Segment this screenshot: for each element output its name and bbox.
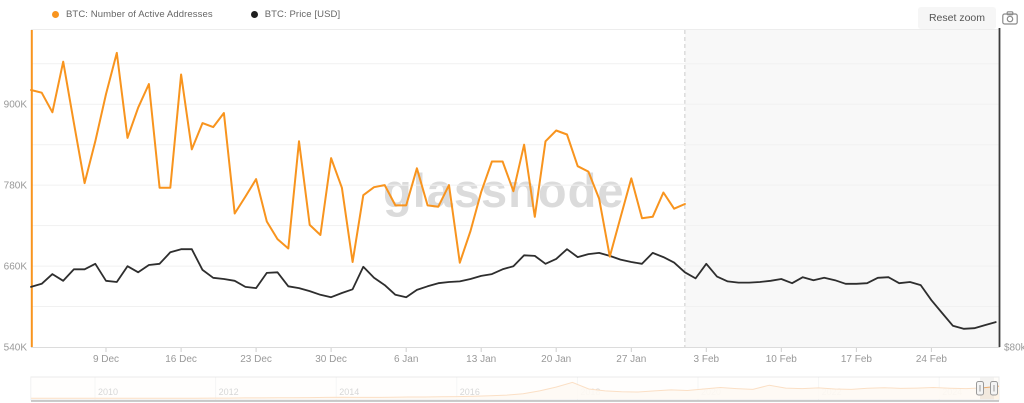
navigator-handle-right[interactable] — [990, 381, 998, 396]
x-tick-label: 16 Dec — [165, 354, 197, 365]
x-tick-label: 13 Jan — [466, 354, 496, 365]
active-addresses-line — [30, 51, 686, 264]
legend-label-active-addresses: BTC: Number of Active Addresses — [66, 9, 213, 20]
y-left-tick-label: 900K — [4, 100, 28, 111]
y-right-tick-label: $80k — [1004, 343, 1024, 354]
x-tick-label: 20 Jan — [541, 354, 571, 365]
x-tick-label: 17 Feb — [841, 354, 873, 365]
y-left-tick-label: 660K — [4, 262, 28, 273]
axes-group: 9 Dec 16 Dec 23 Dec 30 Dec 6 Jan 13 Jan 20 Jan… — [4, 28, 1024, 365]
x-tick-label: 27 Jan — [616, 354, 646, 365]
y-left-tick-label: 780K — [4, 181, 28, 192]
camera-button[interactable] — [1002, 11, 1018, 25]
overlay-group — [31, 30, 1000, 347]
x-tick-label: 30 Dec — [315, 354, 347, 365]
legend-item-price[interactable]: BTC: Price [USD] — [250, 9, 341, 20]
x-tick-label: 10 Feb — [766, 354, 798, 365]
navigator-group: 20102012201420162018202020222024 — [30, 376, 1000, 402]
x-tick-label: 6 Jan — [394, 354, 418, 365]
price-line — [30, 248, 997, 330]
active-addresses-dot-icon — [52, 11, 59, 18]
legend: BTC: Number of Active Addresses BTC: Pri… — [52, 9, 340, 20]
x-tick-label: 23 Dec — [240, 354, 272, 365]
legend-item-active-addresses[interactable]: BTC: Number of Active Addresses — [52, 9, 213, 20]
reset-zoom-button[interactable]: Reset zoom — [917, 7, 996, 29]
y-left-tick-label: 540K — [4, 343, 28, 354]
plot-area[interactable] — [31, 30, 1000, 347]
forecast-band-group — [684, 30, 686, 347]
x-tick-label: 9 Dec — [93, 354, 119, 365]
x-tick-label: 24 Feb — [916, 354, 948, 365]
navigator-handle-left[interactable] — [976, 381, 984, 396]
legend-label-price: BTC: Price [USD] — [264, 9, 341, 20]
series-group — [30, 30, 997, 347]
price-dot-icon — [250, 11, 258, 18]
x-tick-label: 3 Feb — [694, 354, 720, 365]
navigator-mask-left — [31, 377, 980, 400]
camera-icon — [1002, 11, 1018, 25]
gridlines-group — [31, 29, 1000, 307]
